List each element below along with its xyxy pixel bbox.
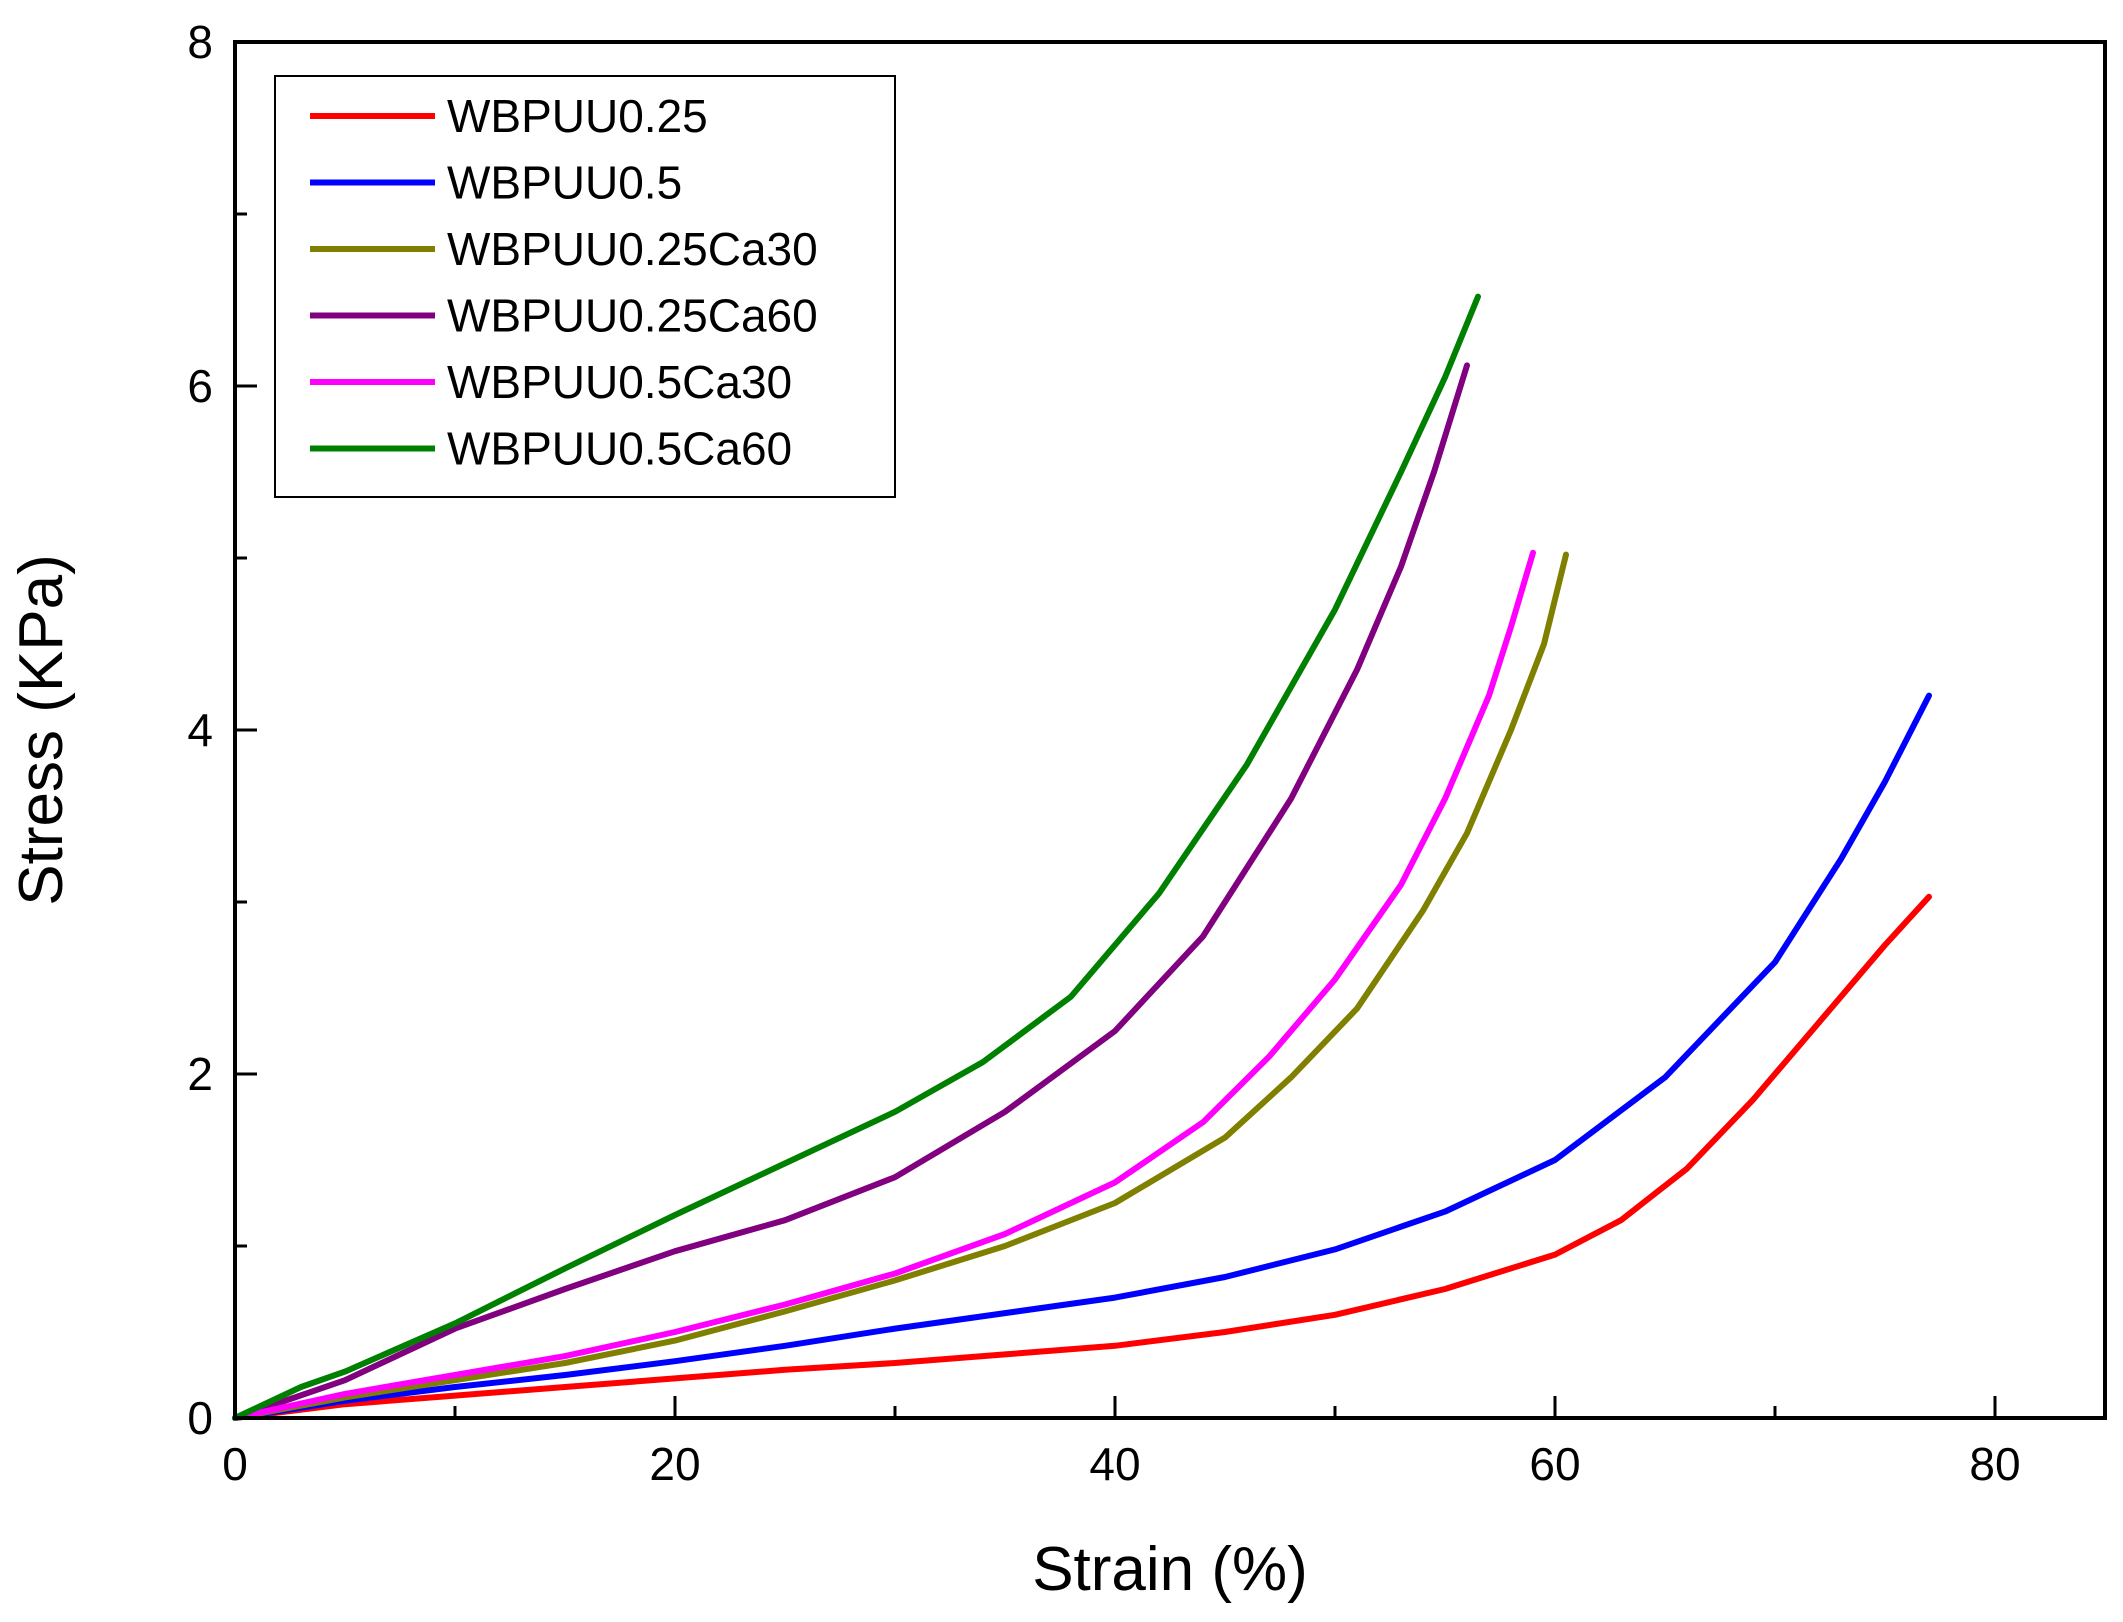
- series-line-wbpuu0-5ca60: [232, 293, 1481, 1421]
- y-tick-label: 2: [187, 1048, 213, 1100]
- legend-label: WBPUU0.25: [447, 90, 708, 142]
- legend-box: [274, 75, 896, 498]
- axis-ticks: 0 20 40 60 80 0 2 4 6 8: [187, 16, 2020, 1490]
- y-tick-label: 0: [187, 1392, 213, 1444]
- y-tick-label: 4: [187, 704, 213, 756]
- legend-label: WBPUU0.25Ca30: [447, 223, 818, 275]
- y-tick-label: 6: [187, 360, 213, 412]
- x-tick-label: 0: [222, 1438, 248, 1490]
- x-tick-label: 80: [1969, 1438, 2020, 1490]
- series-line-wbpuu0-5: [232, 692, 1932, 1421]
- legend: WBPUU0.25 WBPUU0.5 WBPUU0.25Ca30 WBPUU0.25C…: [274, 75, 896, 498]
- x-tick-label: 40: [1089, 1438, 1140, 1490]
- series-line-wbpuu0-25ca30: [232, 551, 1569, 1421]
- legend-label: WBPUU0.5: [447, 157, 682, 209]
- y-tick-label: 8: [187, 16, 213, 68]
- y-axis-title: Stress (KPa): [7, 554, 76, 905]
- x-axis-title: Strain (%): [1032, 1535, 1308, 1604]
- plot-frame: [233, 40, 2107, 1420]
- legend-label: WBPUU0.25Ca60: [447, 290, 818, 342]
- x-tick-label: 20: [649, 1438, 700, 1490]
- x-tick-label: 60: [1529, 1438, 1580, 1490]
- series-line-wbpuu0-5ca30: [232, 549, 1536, 1421]
- series-line-wbpuu0-25: [232, 893, 1932, 1421]
- legend-label: WBPUU0.5Ca60: [447, 423, 792, 475]
- series-layer: [232, 293, 1932, 1421]
- legend-label: WBPUU0.5Ca30: [447, 356, 792, 408]
- series-line-wbpuu0-25ca60: [232, 362, 1470, 1421]
